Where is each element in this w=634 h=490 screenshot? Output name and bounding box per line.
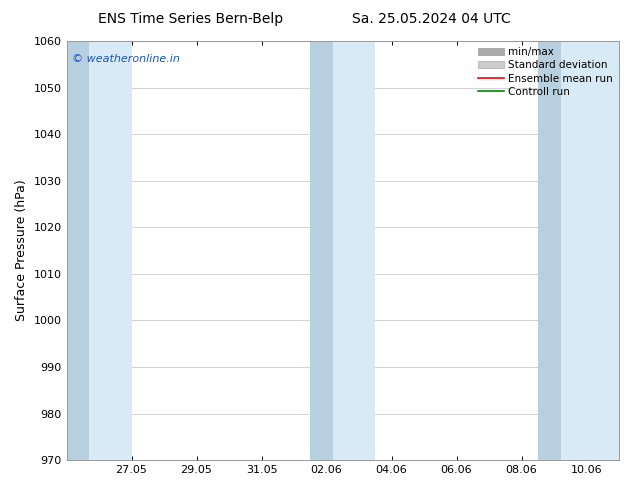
Bar: [67, 41, 89, 460]
Text: Sa. 25.05.2024 04 UTC: Sa. 25.05.2024 04 UTC: [352, 12, 510, 26]
Bar: [89, 41, 131, 460]
Text: ENS Time Series Bern-Belp: ENS Time Series Bern-Belp: [98, 12, 283, 26]
Legend: min/max, Standard deviation, Ensemble mean run, Controll run: min/max, Standard deviation, Ensemble me…: [474, 43, 617, 101]
Y-axis label: Surface Pressure (hPa): Surface Pressure (hPa): [15, 180, 28, 321]
Text: © weatheronline.in: © weatheronline.in: [72, 53, 180, 64]
Bar: [560, 41, 619, 460]
Bar: [333, 41, 375, 460]
Bar: [310, 41, 333, 460]
Bar: [538, 41, 560, 460]
